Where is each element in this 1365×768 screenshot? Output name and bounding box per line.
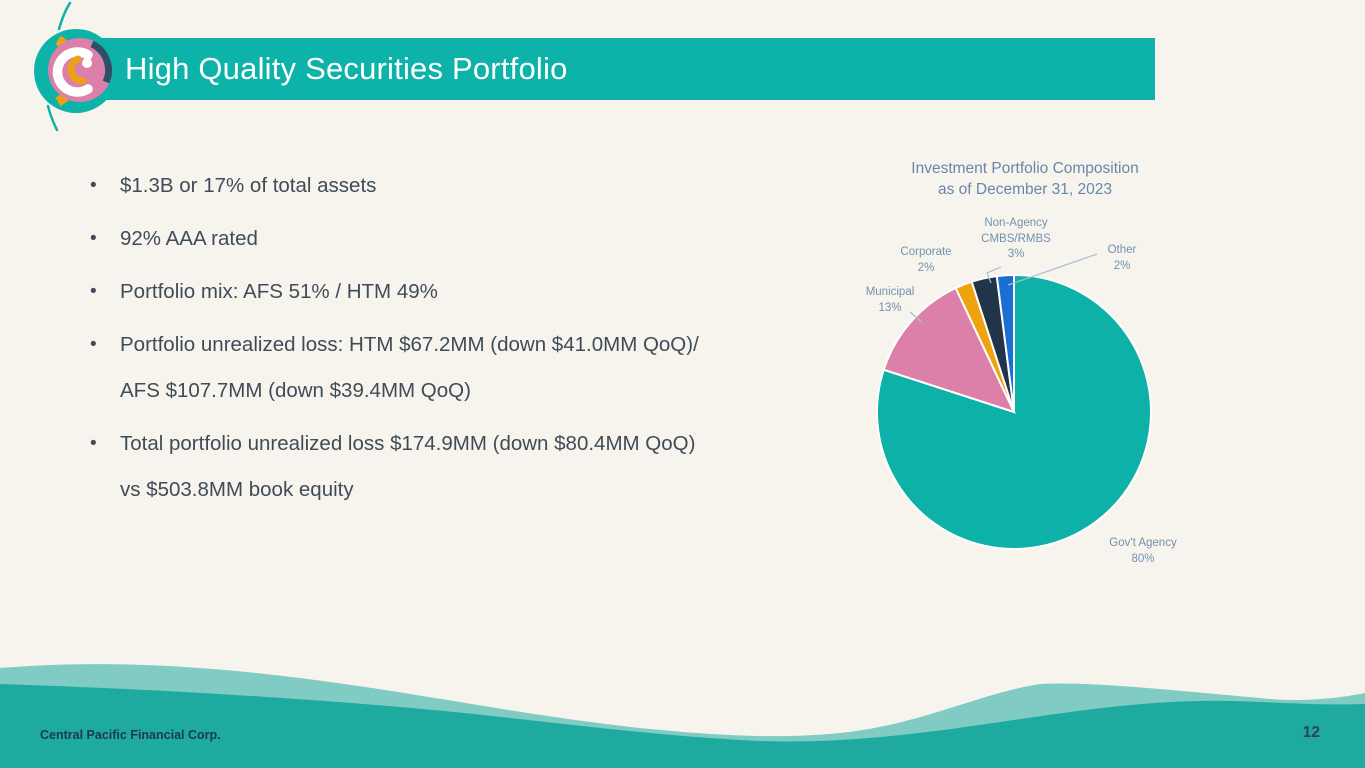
slice-label-text: Other	[1107, 244, 1137, 256]
slice-label-corporate: Corporate 2%	[881, 245, 971, 276]
slice-label-non-agency: Non-Agency CMBS/RMBS 3%	[961, 216, 1071, 263]
slice-label-text: Gov't Agency	[1109, 537, 1177, 549]
pie-chart: Investment Portfolio Composition as of D…	[845, 150, 1205, 590]
pie-slice-other	[995, 273, 1015, 413]
bullet-text: AFS $107.7MM (down $39.4MM QoQ)	[120, 379, 471, 402]
bullet-item: Portfolio mix: AFS 51% / HTM 49%	[88, 269, 828, 315]
leader-line-non-agency	[986, 266, 1002, 284]
chart-title-line2: as of December 31, 2023	[937, 181, 1113, 198]
slice-label-pct: 80%	[1131, 552, 1155, 565]
footer-company-name: Central Pacific Financial Corp.	[40, 728, 221, 742]
dark-wave-shape	[0, 684, 1365, 768]
pie-slices-group	[876, 273, 1152, 550]
title-bar: High Quality Securities Portfolio	[97, 38, 1155, 100]
pie-svg	[876, 253, 1152, 550]
bullet-item: $1.3B or 17% of total assets	[88, 163, 828, 209]
logo-antenna-top	[57, 1, 72, 31]
bullet-item: Total portfolio unrealized loss $174.9MM…	[88, 421, 828, 513]
chart-title: Investment Portfolio Composition as of D…	[845, 158, 1205, 200]
slice-label-text: Non-Agency CMBS/RMBS	[981, 217, 1051, 245]
company-logo-icon	[34, 1, 118, 132]
slice-label-pct: 3%	[1007, 248, 1025, 260]
slice-label-text: Corporate	[900, 246, 952, 258]
slice-label-govt-agency: Gov't Agency 80%	[1083, 536, 1203, 567]
bullet-text: vs $503.8MM book equity	[120, 478, 354, 501]
logo-dark-swirl	[90, 40, 112, 84]
light-wave-shape	[0, 664, 1365, 768]
slice-label-municipal: Municipal 13%	[845, 285, 935, 316]
logo-inner-orange-swirl	[67, 55, 87, 85]
bullet-text: $1.3B or 17% of total assets	[120, 174, 377, 197]
slice-label-text: Municipal	[865, 286, 915, 298]
logo-antenna-bottom	[46, 104, 59, 132]
bullet-item: 92% AAA rated	[88, 216, 828, 262]
chart-title-line1: Investment Portfolio Composition	[911, 160, 1139, 177]
leader-line-other	[1007, 253, 1098, 286]
slice-label-pct: 2%	[917, 261, 935, 274]
bullet-text: 92% AAA rated	[120, 227, 258, 250]
bullet-list: $1.3B or 17% of total assets 92% AAA rat…	[88, 163, 828, 520]
bullet-text: Portfolio unrealized loss: HTM $67.2MM (…	[120, 333, 699, 356]
logo-white-swirl	[52, 47, 93, 97]
pie-slice-municipal	[882, 286, 1016, 414]
slice-label-pct: 13%	[878, 301, 902, 314]
slice-label-pct: 2%	[1113, 259, 1131, 272]
bullet-item: Portfolio unrealized loss: HTM $67.2MM (…	[88, 322, 828, 414]
bullet-text: Portfolio mix: AFS 51% / HTM 49%	[120, 280, 438, 303]
slide-title: High Quality Securities Portfolio	[125, 51, 568, 86]
slice-label-other: Other 2%	[1077, 243, 1167, 274]
page-number: 12	[1302, 724, 1320, 741]
logo-center-dot	[82, 58, 92, 68]
leader-line-municipal	[909, 311, 924, 324]
bullet-text: Total portfolio unrealized loss $174.9MM…	[120, 432, 696, 455]
